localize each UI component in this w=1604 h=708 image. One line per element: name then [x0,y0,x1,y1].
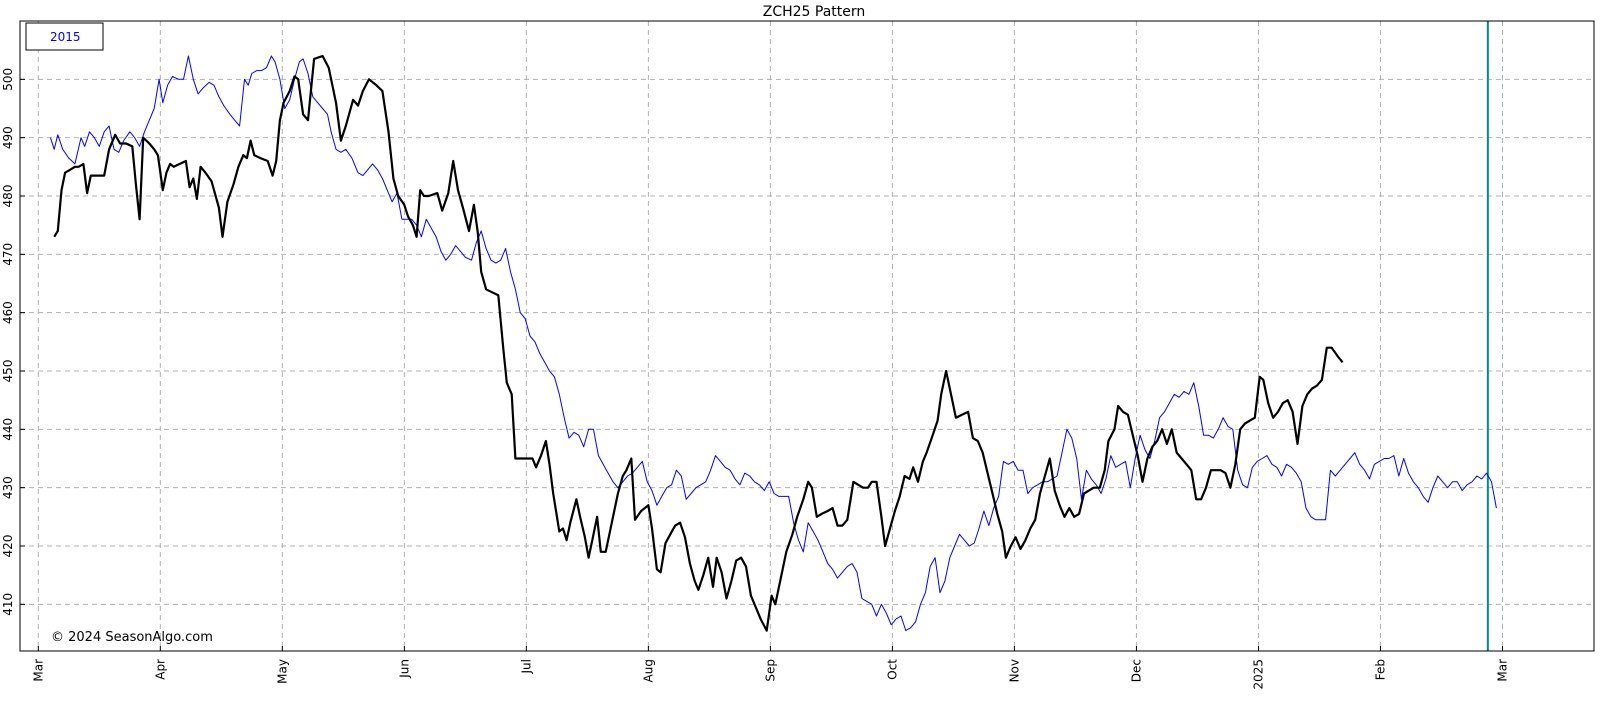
x-axis-ticks: Mar Apr May Jun Jul Aug Sep Oct Nov Dec 2025 Feb Mar [31,646,1509,690]
grid-lines [20,21,1594,651]
x-tick-label: Oct [885,659,899,680]
y-tick-label: 500 [1,68,15,91]
y-tick-label: 480 [1,185,15,208]
chart-title: ZCH25 Pattern [763,4,866,20]
y-tick-label: 460 [1,301,15,324]
legend-entry-2015: 2015 [50,30,81,44]
x-tick-label: Sep [763,659,777,682]
plot-frame [19,20,1595,652]
x-tick-label: Jun [397,659,411,679]
y-tick-label: 470 [1,243,15,266]
series-lines [50,54,1497,632]
x-tick-label: Feb [1373,659,1387,680]
legend-frame [25,22,104,51]
series-line-current [53,54,1344,632]
series-line-2015 [50,55,1497,632]
x-tick-label: Nov [1007,659,1021,682]
x-tick-label: Jul [519,659,533,674]
x-tick-label: 2025 [1251,659,1265,690]
y-axis-ticks: 410 420 430 440 450 460 470 480 490 500 [1,68,25,616]
y-tick-label: 430 [1,476,15,499]
y-tick-label: 450 [1,360,15,383]
x-tick-label: Dec [1129,659,1143,682]
y-tick-label: 420 [1,535,15,558]
copyright-text: © 2024 SeasonAlgo.com [51,630,213,645]
y-tick-label: 440 [1,418,15,441]
x-tick-label: Aug [641,659,655,682]
x-tick-label: Apr [153,659,167,680]
x-tick-label: Mar [31,659,45,682]
x-tick-label: May [275,659,289,684]
y-tick-label: 410 [1,593,15,616]
x-tick-label: Mar [1495,659,1509,682]
legend-box: 2015 [25,22,104,51]
y-tick-label: 490 [1,126,15,149]
